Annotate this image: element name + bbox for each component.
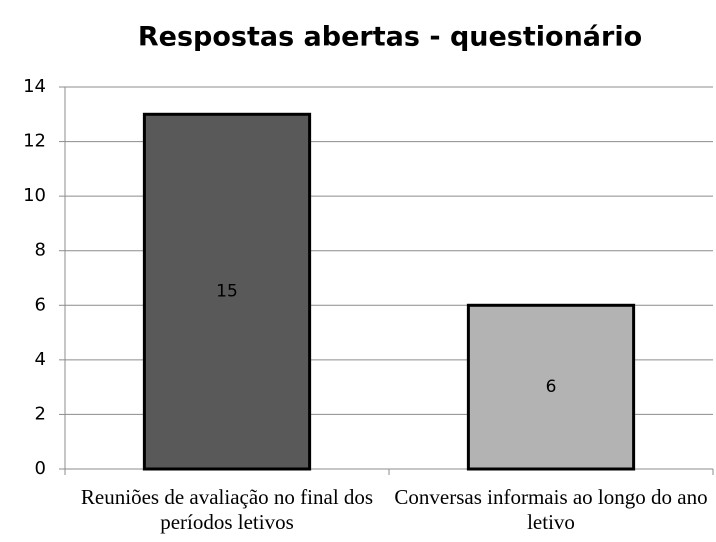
bar [142, 112, 312, 471]
y-tick-label: 10 [23, 185, 46, 206]
y-tick-label: 14 [23, 76, 46, 97]
data-label: 6 [546, 377, 557, 397]
y-tick-label: 4 [35, 349, 46, 370]
y-tick-label: 8 [35, 240, 46, 261]
data-label: 15 [216, 282, 238, 302]
x-tick-label: Conversas informais ao longo do ano leti… [394, 485, 708, 534]
x-tick-label: Reuniões de avaliação no final dos perío… [80, 485, 374, 534]
y-tick-label: 0 [35, 458, 46, 479]
y-tick-label: 12 [23, 131, 46, 152]
y-tick-label: 6 [35, 294, 46, 315]
bar [466, 303, 636, 471]
y-tick-label: 2 [35, 403, 46, 424]
chart-title: Respostas abertas - questionário [138, 22, 642, 53]
